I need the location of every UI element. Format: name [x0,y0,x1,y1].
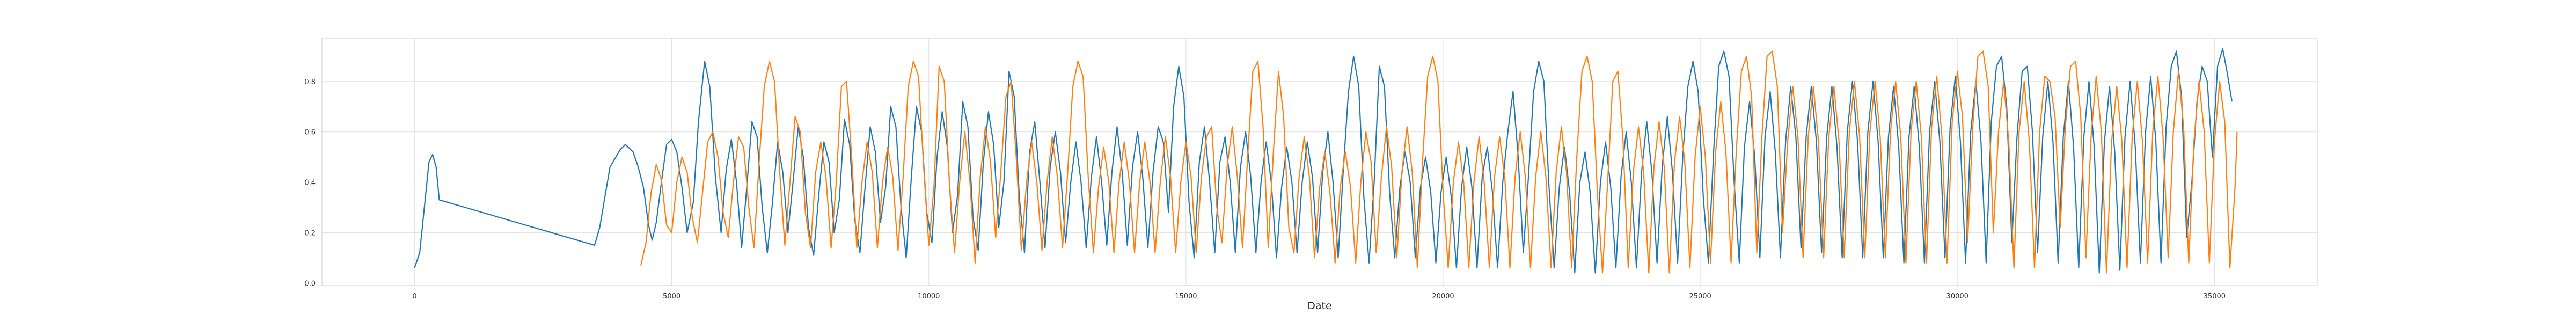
x-tick-label: 5000 [663,292,680,301]
y-tick-label: 0.2 [304,229,316,237]
y-tick-label: 0.4 [304,179,316,187]
plot-frame [321,38,2318,286]
x-axis-title: Date [1307,300,1331,312]
grid-lines [322,39,2317,286]
series-layer [414,48,2238,274]
y-tick-label: 0.0 [304,280,316,288]
y-tick-label: 0.6 [304,129,316,137]
x-tick-label: 20000 [1432,292,1454,301]
y-tick-label: 0.8 [304,78,316,86]
x-tick-label: 35000 [2204,292,2226,301]
y-axis: 0.0 0.2 0.4 0.6 0.8 [304,78,316,288]
x-axis: 0 5000 10000 15000 20000 25000 30000 35000 [412,292,2226,301]
x-tick-label: 15000 [1175,292,1197,301]
series-line-2 [640,50,2238,274]
x-tick-label: 10000 [918,292,940,301]
x-tick-label: 25000 [1689,292,1711,301]
x-tick-label: 0 [412,292,416,301]
x-tick-label: 30000 [1946,292,1968,301]
